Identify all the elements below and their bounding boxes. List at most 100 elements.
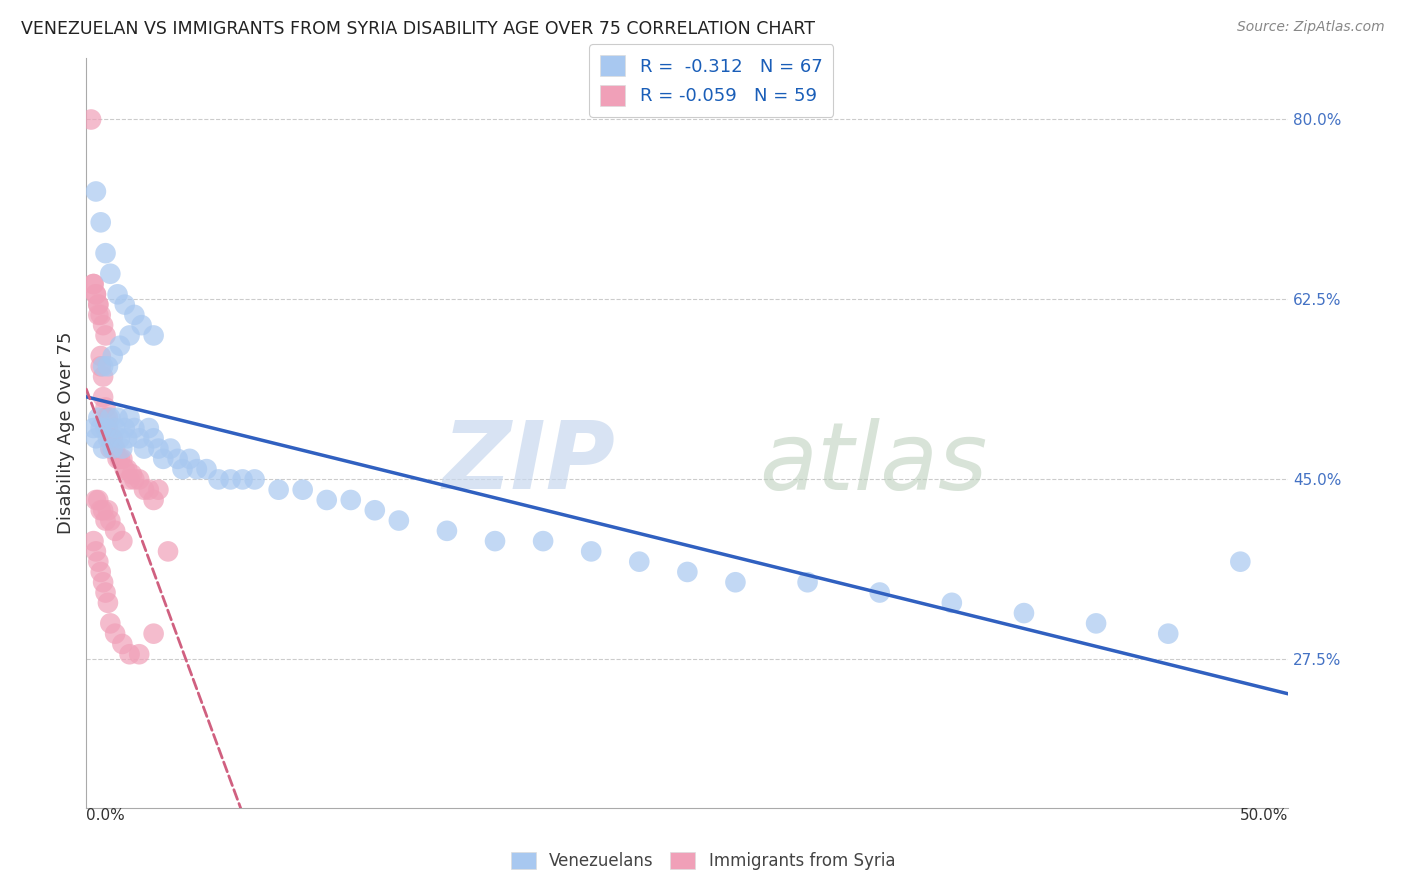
Text: Source: ZipAtlas.com: Source: ZipAtlas.com — [1237, 20, 1385, 34]
Point — [94, 514, 117, 528]
Point — [142, 626, 165, 640]
Point — [98, 410, 121, 425]
Point — [1157, 626, 1180, 640]
Text: atlas: atlas — [759, 417, 988, 508]
Text: 50.0%: 50.0% — [1240, 808, 1288, 823]
Point — [87, 297, 110, 311]
Point — [195, 462, 218, 476]
Point — [124, 421, 146, 435]
Point — [101, 431, 124, 445]
Point — [291, 483, 314, 497]
Point — [186, 462, 208, 476]
Point — [138, 421, 160, 435]
Point — [118, 328, 141, 343]
Point — [80, 112, 103, 127]
Point — [114, 421, 136, 435]
Point — [172, 462, 194, 476]
Point — [104, 421, 127, 435]
Point — [132, 442, 155, 456]
Point — [159, 442, 181, 456]
Point — [83, 277, 105, 291]
Point — [97, 431, 120, 445]
Point — [97, 410, 120, 425]
Point — [232, 472, 254, 486]
Point — [107, 287, 129, 301]
Point — [94, 401, 117, 415]
Point — [84, 544, 107, 558]
Point — [94, 585, 117, 599]
Point — [142, 431, 165, 445]
Point — [87, 308, 110, 322]
Point — [97, 503, 120, 517]
Point — [91, 359, 114, 374]
Point — [179, 451, 201, 466]
Point — [724, 575, 747, 590]
Point — [98, 267, 121, 281]
Point — [128, 647, 150, 661]
Point — [166, 451, 188, 466]
Point — [111, 451, 134, 466]
Point — [1012, 606, 1035, 620]
Point — [98, 431, 121, 445]
Point — [97, 596, 120, 610]
Point — [90, 349, 112, 363]
Y-axis label: Disability Age Over 75: Disability Age Over 75 — [58, 332, 75, 534]
Point — [84, 287, 107, 301]
Point — [132, 483, 155, 497]
Point — [267, 483, 290, 497]
Point — [152, 451, 174, 466]
Point — [97, 359, 120, 374]
Point — [108, 431, 131, 445]
Point — [90, 215, 112, 229]
Point — [628, 555, 651, 569]
Point — [131, 318, 153, 333]
Point — [142, 493, 165, 508]
Point — [91, 390, 114, 404]
Point — [83, 421, 105, 435]
Point — [84, 185, 107, 199]
Text: 0.0%: 0.0% — [86, 808, 125, 823]
Point — [142, 328, 165, 343]
Point — [101, 442, 124, 456]
Point — [94, 410, 117, 425]
Point — [243, 472, 266, 486]
Point — [90, 421, 112, 435]
Point — [339, 493, 361, 508]
Point — [111, 534, 134, 549]
Point — [84, 493, 107, 508]
Point — [118, 647, 141, 661]
Point — [87, 493, 110, 508]
Point — [1085, 616, 1108, 631]
Point — [111, 442, 134, 456]
Point — [104, 626, 127, 640]
Point — [941, 596, 963, 610]
Point — [91, 575, 114, 590]
Point — [207, 472, 229, 486]
Point — [676, 565, 699, 579]
Point — [118, 472, 141, 486]
Legend: Venezuelans, Immigrants from Syria: Venezuelans, Immigrants from Syria — [505, 845, 901, 877]
Point — [869, 585, 891, 599]
Point — [94, 328, 117, 343]
Point — [94, 246, 117, 260]
Point — [114, 297, 136, 311]
Point — [108, 451, 131, 466]
Point — [219, 472, 242, 486]
Point — [104, 524, 127, 538]
Point — [108, 339, 131, 353]
Point — [531, 534, 554, 549]
Point — [87, 555, 110, 569]
Point — [91, 369, 114, 384]
Point — [115, 462, 138, 476]
Legend: R =  -0.312   N = 67, R = -0.059   N = 59: R = -0.312 N = 67, R = -0.059 N = 59 — [589, 45, 834, 117]
Point — [83, 277, 105, 291]
Point — [388, 514, 411, 528]
Point — [1229, 555, 1251, 569]
Point — [91, 442, 114, 456]
Point — [579, 544, 602, 558]
Point — [101, 349, 124, 363]
Point — [364, 503, 387, 517]
Point — [315, 493, 337, 508]
Point — [83, 534, 105, 549]
Point — [138, 483, 160, 497]
